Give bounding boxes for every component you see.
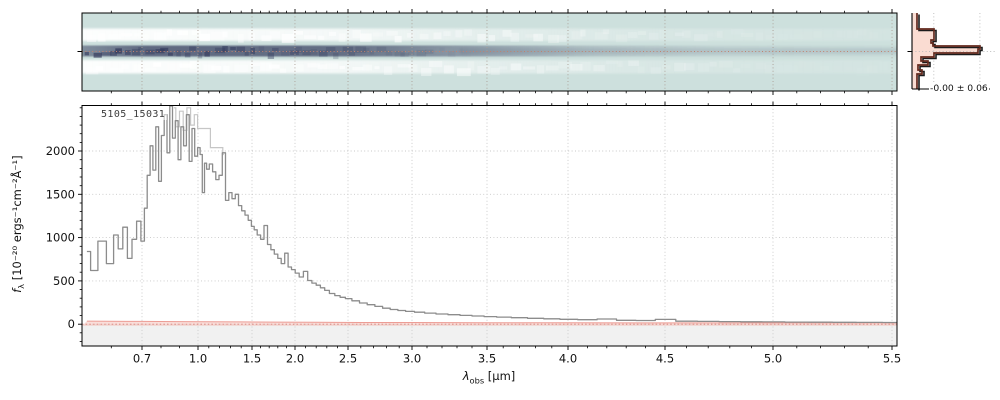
x-axis-label: λobs [μm]	[389, 369, 589, 385]
profile-curve-model	[916, 13, 981, 89]
error-line	[86, 320, 897, 324]
x-tick-label: 4.0	[559, 352, 577, 366]
x-tick-label: 1.5	[243, 352, 261, 366]
x-tick-label: 1.0	[189, 352, 207, 366]
panel-2d-spectrum	[77, 12, 898, 92]
x-axis-label-sub: obs	[469, 375, 485, 386]
x-tick-label: 0.7	[133, 352, 151, 366]
ticks-2d-panel	[110, 9, 893, 95]
panel-1d-spectrum	[81, 105, 898, 347]
ticks-main-panel: 0.7 1.0 1.5 2.0 2.5 3.0 3.5 4.0 4.5 5.0 5.5 0 500 100…	[46, 101, 901, 366]
y-tick-label: 2000	[46, 144, 75, 158]
object-id-label: 5105_15031	[99, 109, 168, 120]
y-tick-label: 500	[53, 274, 75, 288]
y-axis-label-symbol: f	[9, 288, 24, 293]
panel-spatial-profile	[907, 13, 996, 91]
y-tick-label: 1000	[46, 231, 75, 245]
x-tick-label: 4.5	[656, 352, 674, 366]
y-axis-label: fλ [10⁻²⁰ ergs⁻¹cm⁻²Å⁻¹]	[10, 94, 26, 354]
x-tick-label: 2.5	[339, 352, 357, 366]
y-tick-label: 1500	[46, 187, 75, 201]
profile-fill	[912, 13, 980, 89]
y-axis-label-units: [10⁻²⁰ ergs⁻¹cm⁻²Å⁻¹]	[9, 155, 24, 284]
x-tick-label: 2.0	[286, 352, 304, 366]
flux-curve	[86, 105, 897, 324]
x-axis-label-symbol: λ	[462, 369, 470, 383]
x-tick-label: 5.5	[883, 352, 901, 366]
profile-stat-text: -0.00 ± 0.06	[929, 83, 989, 94]
x-axis-label-units: [μm]	[484, 369, 516, 383]
x-tick-label: 3.5	[478, 352, 496, 366]
profile-curve-data	[918, 14, 983, 91]
y-axis-label-sub: λ	[16, 283, 27, 289]
flux-ghost-curve	[173, 107, 224, 156]
x-tick-label: 5.0	[764, 352, 782, 366]
main-gridlines	[82, 105, 897, 346]
x-tick-label: 3.0	[403, 352, 421, 366]
y-tick-label: 0	[68, 317, 75, 331]
